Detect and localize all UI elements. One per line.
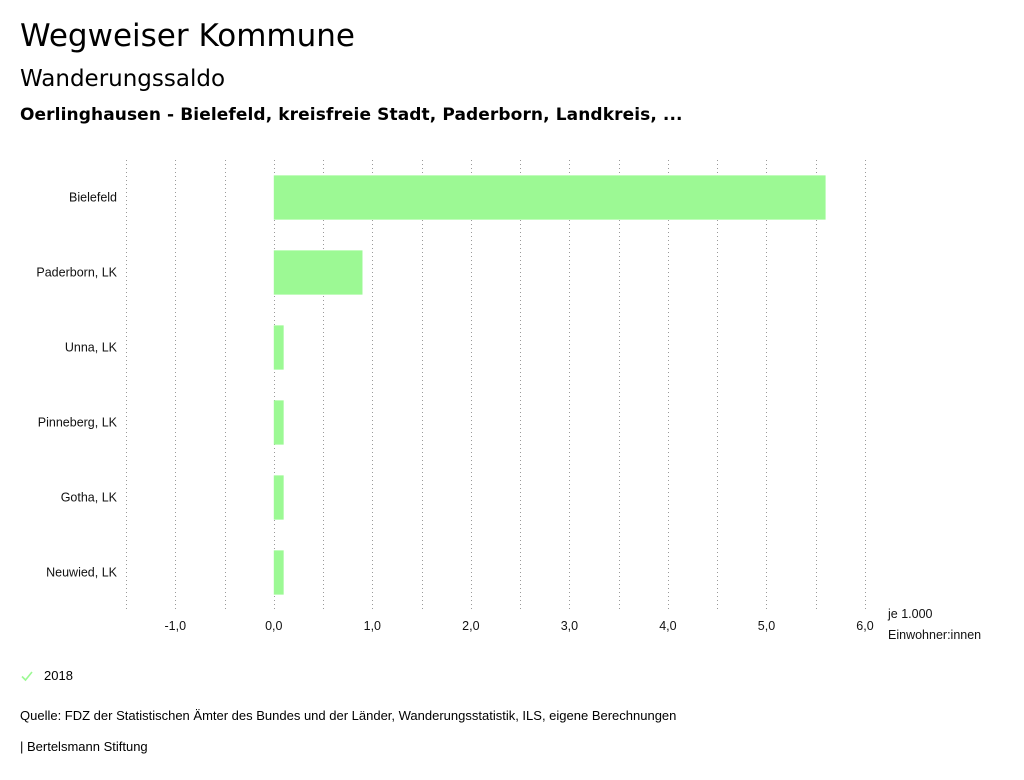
x-tick-label: 3,0 (561, 619, 578, 633)
category-label: Gotha, LK (61, 491, 118, 505)
legend-label: 2018 (44, 668, 73, 683)
source-note: Quelle: FDZ der Statistischen Ämter des … (20, 708, 677, 723)
legend-item-2018[interactable]: 2018 (20, 668, 73, 683)
category-labels: Bielefeld Paderborn, LK Unna, LK Pinneberg,… (36, 191, 117, 580)
check-icon (21, 670, 33, 681)
chart-subtitle: Wanderungssaldo (20, 66, 226, 92)
grid-lines (126, 160, 866, 610)
bar[interactable] (273, 175, 826, 220)
x-tick-label: 2,0 (462, 619, 479, 633)
bar[interactable] (273, 550, 284, 595)
bar[interactable] (273, 250, 363, 295)
category-label: Neuwied, LK (46, 566, 118, 580)
bar[interactable] (273, 400, 284, 445)
x-tick-label: 1,0 (364, 619, 381, 633)
x-tick-label: 0,0 (265, 619, 282, 633)
bars (273, 175, 826, 595)
credit-note: | Bertelsmann Stiftung (20, 739, 148, 754)
x-tick-labels: -1,0 0,0 1,0 2,0 3,0 4,0 5,0 6,0 (164, 619, 873, 633)
unit-label-line1: je 1.000 (887, 607, 933, 621)
category-label: Unna, LK (65, 341, 118, 355)
page-title: Wegweiser Kommune (20, 18, 355, 54)
category-label: Pinneberg, LK (38, 416, 118, 430)
unit-label-line2: Einwohner:innen (888, 628, 981, 642)
category-label: Paderborn, LK (36, 266, 117, 280)
x-tick-label: 6,0 (856, 619, 873, 633)
bar[interactable] (273, 325, 284, 370)
chart-context: Oerlinghausen - Bielefeld, kreisfreie St… (20, 105, 683, 125)
x-tick-label: -1,0 (164, 619, 186, 633)
bar-chart: Bielefeld Paderborn, LK Unna, LK Pinneberg,… (36, 160, 981, 642)
x-tick-label: 4,0 (659, 619, 676, 633)
x-tick-label: 5,0 (758, 619, 775, 633)
bar[interactable] (273, 475, 284, 520)
category-label: Bielefeld (69, 191, 117, 205)
